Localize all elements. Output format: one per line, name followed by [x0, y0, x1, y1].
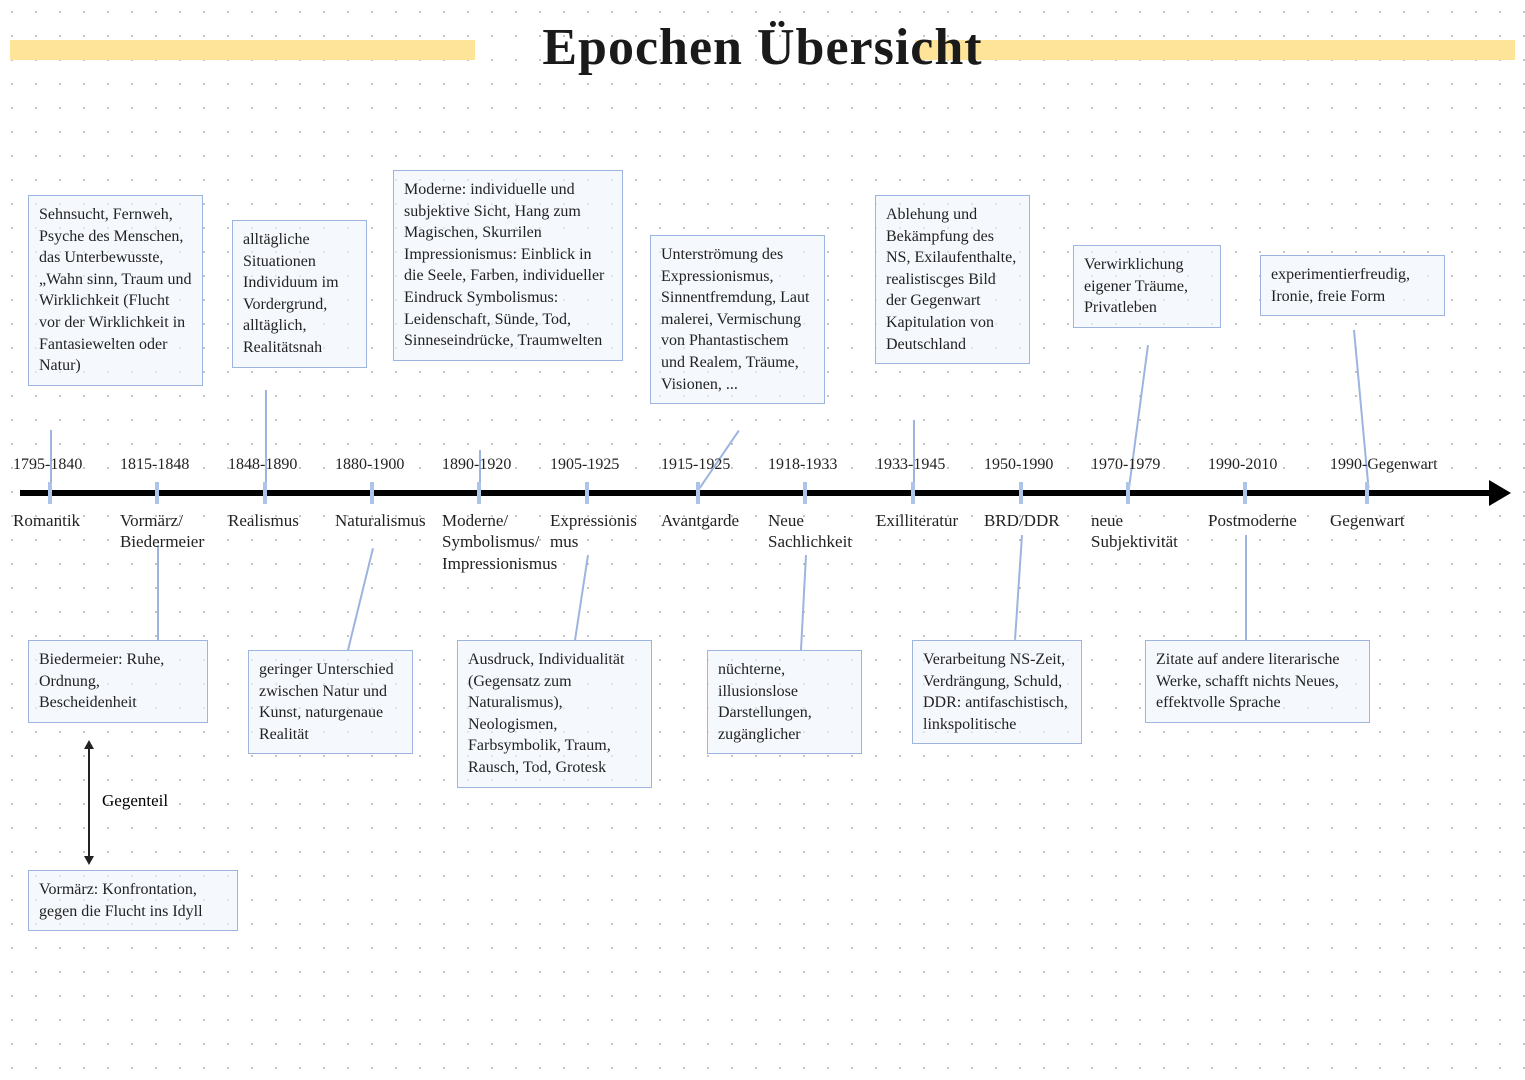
timeline-epoch-label: Avantgarde	[661, 510, 739, 531]
info-box-sachlichkeit: nüchterne, illusionslose Darstellungen, …	[707, 650, 862, 754]
gegenteil-label: Gegenteil	[102, 791, 168, 811]
gegenteil-arrow	[84, 740, 94, 865]
timeline-date: 1950-1990	[984, 456, 1053, 474]
timeline-epoch-label: Expressionis mus	[550, 510, 665, 553]
page-title: Epochen Übersicht	[542, 18, 982, 77]
timeline-epoch-label: Gegenwart	[1330, 510, 1405, 531]
connector-line	[913, 420, 915, 488]
info-box-subjekt: Verwirklichung eigener Träume, Privatleb…	[1073, 245, 1221, 328]
timeline-date: 1795-1840	[13, 456, 82, 474]
timeline-date: 1990-Gegenwart	[1330, 456, 1438, 474]
timeline-date: 1905-1925	[550, 456, 619, 474]
info-box-biedermeier: Biedermeier: Ruhe, Ordnung, Bescheidenhe…	[28, 640, 208, 723]
info-box-vormarz: Vormärz: Konfrontation, gegen die Flucht…	[28, 870, 238, 931]
info-box-naturalismus: geringer Unterschied zwischen Natur und …	[248, 650, 413, 754]
timeline-epoch-label: Realismus	[228, 510, 299, 531]
info-box-gegenwart: experimentierfreudig, Ironie, freie Form	[1260, 255, 1445, 316]
timeline-date: 1933-1945	[876, 456, 945, 474]
info-box-expression: Ausdruck, Individualität (Gegensatz zum …	[457, 640, 652, 788]
timeline-tick	[48, 482, 52, 504]
info-box-exil: Ablehung und Bekämpfung des NS, Exilaufe…	[875, 195, 1030, 364]
timeline-tick	[803, 482, 807, 504]
timeline-arrowhead	[1489, 480, 1511, 506]
timeline-tick	[585, 482, 589, 504]
timeline-date: 1880-1900	[335, 456, 404, 474]
timeline-tick	[911, 482, 915, 504]
timeline-tick	[1243, 482, 1247, 504]
timeline-epoch-label: Moderne/ Symbolismus/ Impressionismus	[442, 510, 557, 574]
timeline-tick	[155, 482, 159, 504]
timeline-epoch-label: Exilliteratur	[876, 510, 958, 531]
timeline-date: 1915-1925	[661, 456, 730, 474]
timeline-tick	[1126, 482, 1130, 504]
info-box-realismus: alltägliche Situationen Individuum im Vo…	[232, 220, 367, 368]
timeline-tick	[1365, 482, 1369, 504]
timeline-epoch-label: Postmoderne	[1208, 510, 1297, 531]
timeline-date: 1970-1979	[1091, 456, 1160, 474]
connector-line	[157, 545, 159, 640]
timeline-tick	[477, 482, 481, 504]
timeline-axis	[20, 490, 1495, 496]
timeline-epoch-label: neue Subjektivität	[1091, 510, 1206, 553]
timeline-epoch-label: Neue Sachlichkeit	[768, 510, 883, 553]
info-box-moderne: Moderne: individuelle und subjektive Sic…	[393, 170, 623, 361]
timeline-date: 1890-1920	[442, 456, 511, 474]
timeline-epoch-label: BRD/DDR	[984, 510, 1060, 531]
timeline-tick	[696, 482, 700, 504]
timeline-epoch-label: Naturalismus	[335, 510, 426, 531]
connector-line	[1245, 535, 1247, 640]
timeline-tick	[370, 482, 374, 504]
title-highlight-right	[915, 40, 1515, 60]
title-highlight-left	[10, 40, 475, 60]
timeline-epoch-label: Romantik	[13, 510, 80, 531]
info-box-brdddr: Verarbeitung NS-Zeit, Verdrängung, Schul…	[912, 640, 1082, 744]
timeline-date: 1848-1890	[228, 456, 297, 474]
info-box-avantgarde: Unterströmung des Expressionismus, Sinne…	[650, 235, 825, 404]
info-box-romantik: Sehnsucht, Fernweh, Psyche des Menschen,…	[28, 195, 203, 386]
timeline-tick	[1019, 482, 1023, 504]
timeline-date: 1990-2010	[1208, 456, 1277, 474]
timeline-date: 1918-1933	[768, 456, 837, 474]
info-box-postmoderne: Zitate auf andere literarische Werke, sc…	[1145, 640, 1370, 723]
timeline-date: 1815-1848	[120, 456, 189, 474]
timeline-tick	[263, 482, 267, 504]
timeline-epoch-label: Vormärz/ Biedermeier	[120, 510, 235, 553]
